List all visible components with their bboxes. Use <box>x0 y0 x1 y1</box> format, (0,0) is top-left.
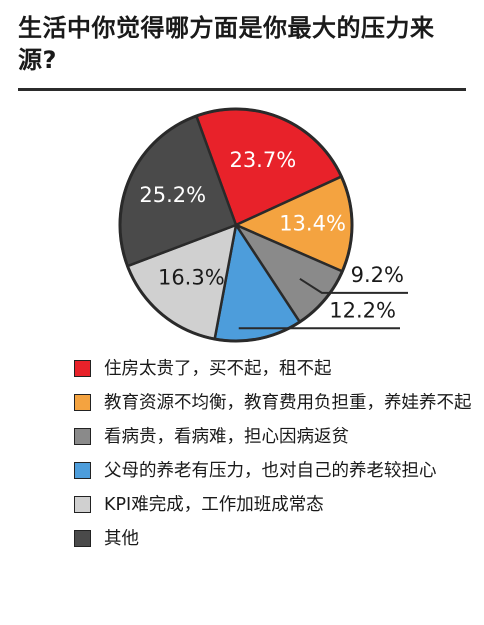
legend-label-housing: 住房太贵了，买不起，租不起 <box>104 359 332 379</box>
legend-label-other: 其他 <box>104 529 139 549</box>
legend-label-education: 教育资源不均衡，教育费用负担重，养娃养不起 <box>104 393 472 413</box>
legend-item-elderly-care: 父母的养老有压力，也对自己的养老较担心 <box>74 458 474 484</box>
legend-swatch-housing <box>74 360 91 377</box>
legend-swatch-education <box>74 394 91 411</box>
legend-item-other: 其他 <box>74 526 474 552</box>
chart-title: 生活中你觉得哪方面是你最大的压力来源? <box>18 14 435 74</box>
legend-item-work: KPI难完成，工作加班成常态 <box>74 492 474 518</box>
data-label-medical: 9.2% <box>351 263 404 287</box>
pie-chart: 23.7% 13.4% 16.3% 25.2% 9.2% 12.2% <box>118 107 408 343</box>
legend-swatch-medical <box>74 428 91 445</box>
legend-label-work: KPI难完成，工作加班成常态 <box>104 495 324 515</box>
legend-item-medical: 看病贵，看病难，担心因病返贫 <box>74 424 474 450</box>
title-divider <box>18 88 466 91</box>
data-label-education: 13.4% <box>279 211 346 235</box>
data-label-work: 16.3% <box>158 265 225 289</box>
legend-label-elderly-care: 父母的养老有压力，也对自己的养老较担心 <box>104 461 437 481</box>
legend-swatch-elderly-care <box>74 462 91 479</box>
legend: 住房太贵了，买不起，租不起 教育资源不均衡，教育费用负担重，养娃养不起 看病贵，… <box>74 356 474 560</box>
leader-line-medical <box>299 277 408 294</box>
legend-swatch-other <box>74 530 91 547</box>
legend-label-medical: 看病贵，看病难，担心因病返贫 <box>104 427 349 447</box>
data-label-housing: 23.7% <box>229 148 296 172</box>
legend-item-housing: 住房太贵了，买不起，租不起 <box>74 356 474 382</box>
legend-swatch-work <box>74 496 91 513</box>
legend-item-education: 教育资源不均衡，教育费用负担重，养娃养不起 <box>74 390 474 416</box>
data-label-elderly-care: 12.2% <box>329 298 396 322</box>
pie-outline <box>118 107 354 343</box>
data-label-other: 25.2% <box>139 183 206 207</box>
